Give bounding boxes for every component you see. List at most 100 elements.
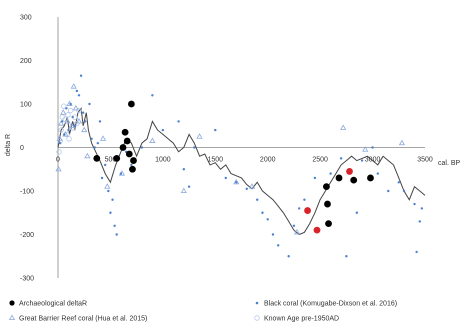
known-age-point [61,103,67,109]
x-tick-label: 2500 [312,157,328,164]
archaeological-point [130,157,137,164]
black-coral-point [376,172,380,175]
black-coral-point [107,189,110,193]
gbr-coral-point [398,139,406,146]
black-coral-point [130,163,133,167]
black-coral-point [271,233,275,236]
legend-marker-archaeological [9,300,15,306]
archaeological-point [125,150,133,158]
legend-marker-black-coral [255,301,259,305]
black-coral-point [67,128,70,132]
x-tick-label: 1500 [207,157,223,164]
black-coral-point [75,89,79,93]
black-coral-point [415,250,418,254]
known-age-point [58,127,64,133]
black-coral-point [115,233,118,236]
legend-label: Known Age pre-1950AD [264,316,339,323]
gbr-coral-point [60,109,67,115]
archaeological-point [119,144,127,151]
gbr-coral-point [180,187,187,193]
gbr-coral-point [196,133,203,139]
archaeological-point [113,154,121,162]
black-coral-point [402,189,406,193]
black-coral-point [193,146,196,149]
black-coral-point [111,198,114,201]
archaeological-point-highlight [313,226,321,234]
gbr-coral-point [248,183,256,189]
legend-marker-gbr-coral [8,314,16,320]
x-tick-label: 3500 [417,157,433,164]
black-coral-point [177,120,180,123]
black-coral-point [345,255,348,258]
archaeological-point [350,176,358,184]
y-tick-label: 0 [20,145,24,152]
known-age-point [65,112,71,118]
black-coral-point [355,211,359,214]
gbr-coral-point [70,83,77,89]
black-coral-point [292,224,296,227]
black-coral-point [256,198,259,201]
black-coral-point [235,181,238,184]
gbr-coral-point [104,183,111,189]
y-tick-label: -200 [20,232,34,239]
axes [57,17,425,278]
gbr-coral-point [233,178,240,185]
black-coral-point [371,146,374,149]
archaeological-point [127,100,135,108]
black-coral-point [90,137,93,140]
known-age-point [67,107,74,114]
y-tick-labels: -300 -200 -100 0 100 200 300 [20,15,34,283]
black-coral-point [387,189,390,193]
black-coral-point [287,255,290,258]
archaeological-point [93,154,101,162]
archaeological-point [367,174,374,182]
black-coral-point [65,107,68,110]
x-tick-label: 0 [56,157,60,164]
black-coral-point [313,176,317,180]
black-coral-point [98,120,102,123]
black-coral-point [397,181,400,184]
legend-marker-known-age [254,315,260,321]
archaeological-point [121,128,129,136]
black-coral-point [100,176,104,180]
archaeological-point [324,200,331,208]
gbr-coral-point [362,146,369,152]
x-tick-label: 2000 [260,157,276,164]
x-tick-label: 500 [105,157,117,164]
gbr-coral-point [340,124,347,130]
archaeological-point [335,174,343,182]
known-age-point [76,107,82,114]
archaeological-point-highlight [346,168,353,175]
y-tick-label: 200 [20,58,32,65]
curve-layer [57,106,426,236]
black-coral-point [140,146,144,149]
legend-label: Black coral (Komugabe-Dixson et al. 2016… [264,301,397,308]
black-coral-point [109,211,112,214]
gbr-coral-point [293,228,301,235]
x-axis-title: cal. BP [438,160,461,167]
black-coral-point [58,141,62,145]
black-coral-point [77,94,81,97]
gbr-coral-point [68,122,75,128]
archaeological-point [323,183,330,191]
gbr-coral-point [149,137,156,143]
gbr-coral-point [81,126,88,133]
black-coral-point [329,172,332,175]
black-coral-point [182,168,186,171]
black-coral-point [297,207,301,210]
gbr-coral-point [56,135,63,141]
y-tick-label: -300 [20,276,34,283]
black-coral-point [79,74,83,77]
black-coral-point [60,120,64,123]
black-coral-point [84,120,87,123]
gbr-coral-point [75,117,83,124]
gbr-coral-point [99,135,107,141]
black-coral-point [96,141,100,145]
black-coral-point [214,128,217,132]
black-coral-point [339,157,343,160]
archaeological-point [325,220,332,228]
black-coral-point [103,163,107,167]
x-tick-labels: 0 500 1000 1500 2000 2500 3000 3500 [56,157,433,164]
black-coral-point [63,133,66,136]
